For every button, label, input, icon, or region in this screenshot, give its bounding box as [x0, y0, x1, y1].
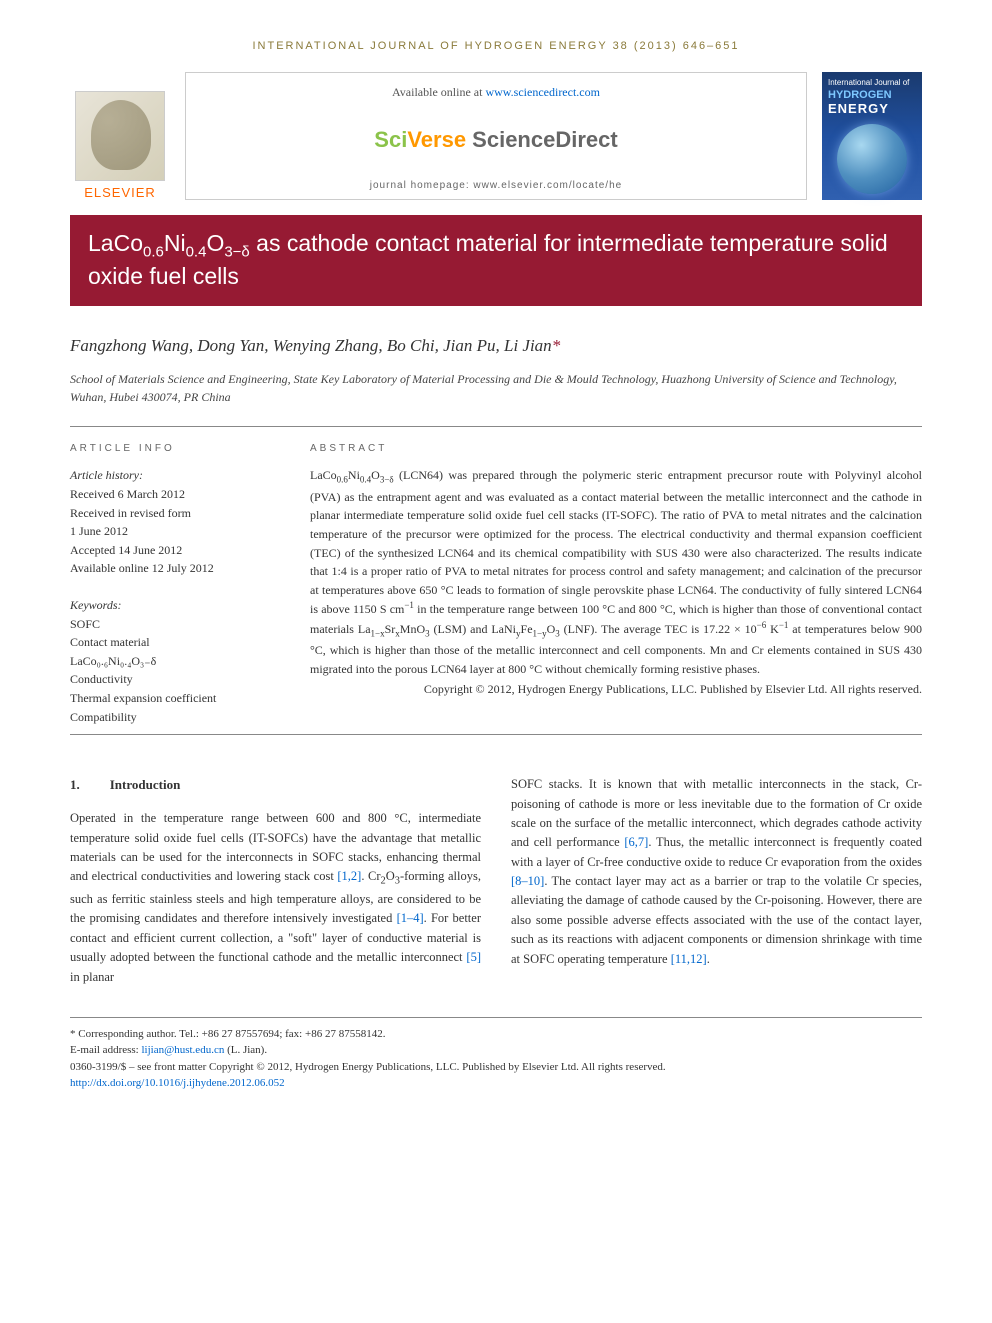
elsevier-label: ELSEVIER [84, 185, 156, 200]
section-heading-intro: 1. Introduction [70, 775, 481, 795]
header-block: ELSEVIER Available online at www.science… [70, 72, 922, 200]
email-line: E-mail address: lijian@hust.edu.cn (L. J… [70, 1042, 922, 1059]
body-column-right: SOFC stacks. It is known that with metal… [511, 775, 922, 987]
info-abstract-row: ARTICLE INFO Article history: Received 6… [70, 441, 922, 726]
body-paragraph: SOFC stacks. It is known that with metal… [511, 775, 922, 969]
history-line: Available online 12 July 2012 [70, 559, 280, 578]
abstract-text: LaCo0.6Ni0.4O3−δ (LCN64) was prepared th… [310, 466, 922, 678]
cover-top-text: International Journal of [828, 78, 916, 87]
history-line: Received 6 March 2012 [70, 485, 280, 504]
affiliation: School of Materials Science and Engineer… [70, 370, 922, 406]
sciverse-verse: Verse [407, 127, 472, 152]
email-name: (L. Jian). [224, 1044, 267, 1056]
article-info-column: ARTICLE INFO Article history: Received 6… [70, 441, 280, 726]
sciencedirect-box: Available online at www.sciencedirect.co… [185, 72, 807, 200]
journal-running-header: INTERNATIONAL JOURNAL OF HYDROGEN ENERGY… [70, 40, 922, 52]
section-title: Introduction [110, 777, 181, 792]
article-info-heading: ARTICLE INFO [70, 441, 280, 457]
article-title: LaCo0.6Ni0.4O3−δ as cathode contact mate… [70, 215, 922, 306]
issn-line: 0360-3199/$ – see front matter Copyright… [70, 1059, 922, 1076]
history-label: Article history: [70, 466, 280, 485]
divider [70, 426, 922, 427]
footnotes: * Corresponding author. Tel.: +86 27 875… [70, 1017, 922, 1092]
elsevier-tree-icon [75, 91, 165, 181]
keyword: SOFC [70, 615, 280, 634]
abstract-copyright: Copyright © 2012, Hydrogen Energy Public… [310, 680, 922, 699]
sciverse-sci: Sci [374, 127, 407, 152]
keyword: Contact material [70, 633, 280, 652]
abstract-heading: ABSTRACT [310, 441, 922, 457]
history-line: 1 June 2012 [70, 522, 280, 541]
abstract-column: ABSTRACT LaCo0.6Ni0.4O3−δ (LCN64) was pr… [310, 441, 922, 726]
author-list: Fangzhong Wang, Dong Yan, Wenying Zhang,… [70, 336, 922, 356]
doi-link[interactable]: http://dx.doi.org/10.1016/j.ijhydene.201… [70, 1077, 285, 1089]
keyword: Compatibility [70, 708, 280, 727]
history-line: Received in revised form [70, 504, 280, 523]
sciencedirect-link[interactable]: www.sciencedirect.com [485, 85, 600, 99]
cover-energy-text: ENERGY [828, 101, 916, 116]
section-number: 1. [70, 777, 80, 792]
keyword: Conductivity [70, 670, 280, 689]
publisher-logo: ELSEVIER [70, 72, 170, 200]
corresponding-author: * Corresponding author. Tel.: +86 27 875… [70, 1026, 922, 1043]
body-column-left: 1. Introduction Operated in the temperatu… [70, 775, 481, 987]
keywords-label: Keywords: [70, 596, 280, 615]
email-link[interactable]: lijian@hust.edu.cn [141, 1044, 224, 1056]
body-text-columns: 1. Introduction Operated in the temperatu… [70, 775, 922, 987]
sciverse-direct: ScienceDirect [472, 127, 618, 152]
history-line: Accepted 14 June 2012 [70, 541, 280, 560]
cover-globe-icon [837, 124, 907, 194]
body-paragraph: Operated in the temperature range betwee… [70, 809, 481, 987]
available-label: Available online at [392, 85, 485, 99]
keyword: Thermal expansion coefficient [70, 689, 280, 708]
divider [70, 734, 922, 735]
journal-homepage: journal homepage: www.elsevier.com/locat… [370, 180, 622, 191]
cover-hydrogen-text: HYDROGEN [828, 89, 916, 101]
journal-cover-thumbnail: International Journal of HYDROGEN ENERGY [822, 72, 922, 200]
available-online-text: Available online at www.sciencedirect.co… [392, 85, 600, 100]
keyword: LaCo₀.₆Ni₀.₄O₃₋δ [70, 652, 280, 671]
sciverse-logo: SciVerse ScienceDirect [374, 127, 617, 153]
email-label: E-mail address: [70, 1044, 141, 1056]
